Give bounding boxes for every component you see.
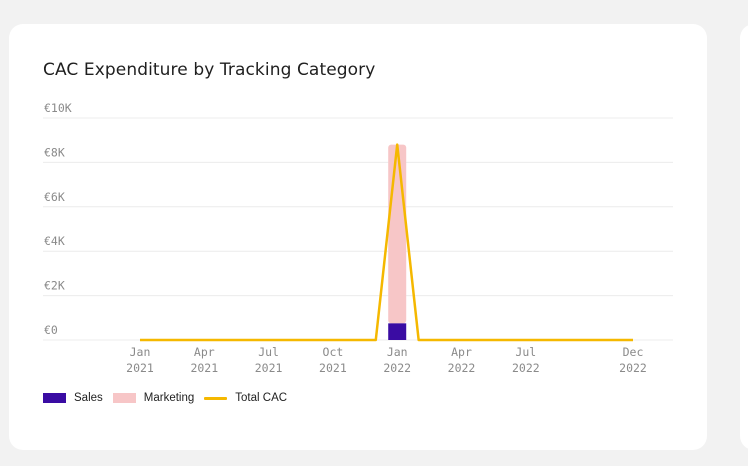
x-tick-year: 2021 <box>255 361 283 375</box>
x-tick-year: 2021 <box>190 361 218 375</box>
x-tick-month: Dec <box>623 345 644 359</box>
legend-label-sales: Sales <box>74 392 103 404</box>
legend-item-sales[interactable]: Sales <box>43 392 103 404</box>
legend-item-marketing[interactable]: Marketing <box>112 392 195 404</box>
x-tick-month: Apr <box>194 345 215 359</box>
chart-card <box>9 24 707 450</box>
legend-item-total[interactable]: Total CAC <box>204 392 287 404</box>
chart-title: CAC Expenditure by Tracking Category <box>43 60 376 80</box>
x-tick-year: 2021 <box>319 361 347 375</box>
y-tick-label: €10K <box>44 101 72 115</box>
y-tick-label: €4K <box>44 234 65 248</box>
grid-lines <box>43 117 673 341</box>
legend: Sales Marketing Total CAC <box>43 392 297 404</box>
x-tick-month: Jan <box>130 345 151 359</box>
y-tick-label: €0 <box>44 323 58 337</box>
adjacent-card <box>740 24 748 450</box>
total-line <box>140 143 633 342</box>
x-tick-year: 2022 <box>512 361 540 375</box>
x-tick-year: 2021 <box>126 361 154 375</box>
x-tick-month: Jul <box>258 345 279 359</box>
sales-swatch <box>43 393 66 403</box>
bar-marketing <box>388 144 407 324</box>
bars <box>388 144 407 340</box>
y-tick-label: €2K <box>44 279 65 293</box>
x-tick-month: Apr <box>451 345 472 359</box>
x-tick-month: Oct <box>323 345 344 359</box>
x-tick-month: Jul <box>515 345 536 359</box>
x-tick-year: 2022 <box>448 361 476 375</box>
bar-sales <box>388 323 407 340</box>
total-cac-line <box>140 143 633 342</box>
y-tick-label: €8K <box>44 145 65 159</box>
y-tick-label: €6K <box>44 190 65 204</box>
x-tick-year: 2022 <box>383 361 411 375</box>
marketing-swatch <box>112 393 136 403</box>
legend-label-marketing: Marketing <box>143 392 195 404</box>
x-tick-month: Jan <box>387 345 408 359</box>
y-axis-ticks: €0 €2K €4K €6K €8K €10K <box>44 101 72 337</box>
legend-label-total: Total CAC <box>235 392 288 404</box>
x-tick-year: 2022 <box>619 361 647 375</box>
total-swatch <box>204 396 228 400</box>
x-axis-ticks: Jan 2021 Apr 2021 Jul 2021 Oct 2021 Jan 2022 Apr 20… <box>126 345 647 375</box>
